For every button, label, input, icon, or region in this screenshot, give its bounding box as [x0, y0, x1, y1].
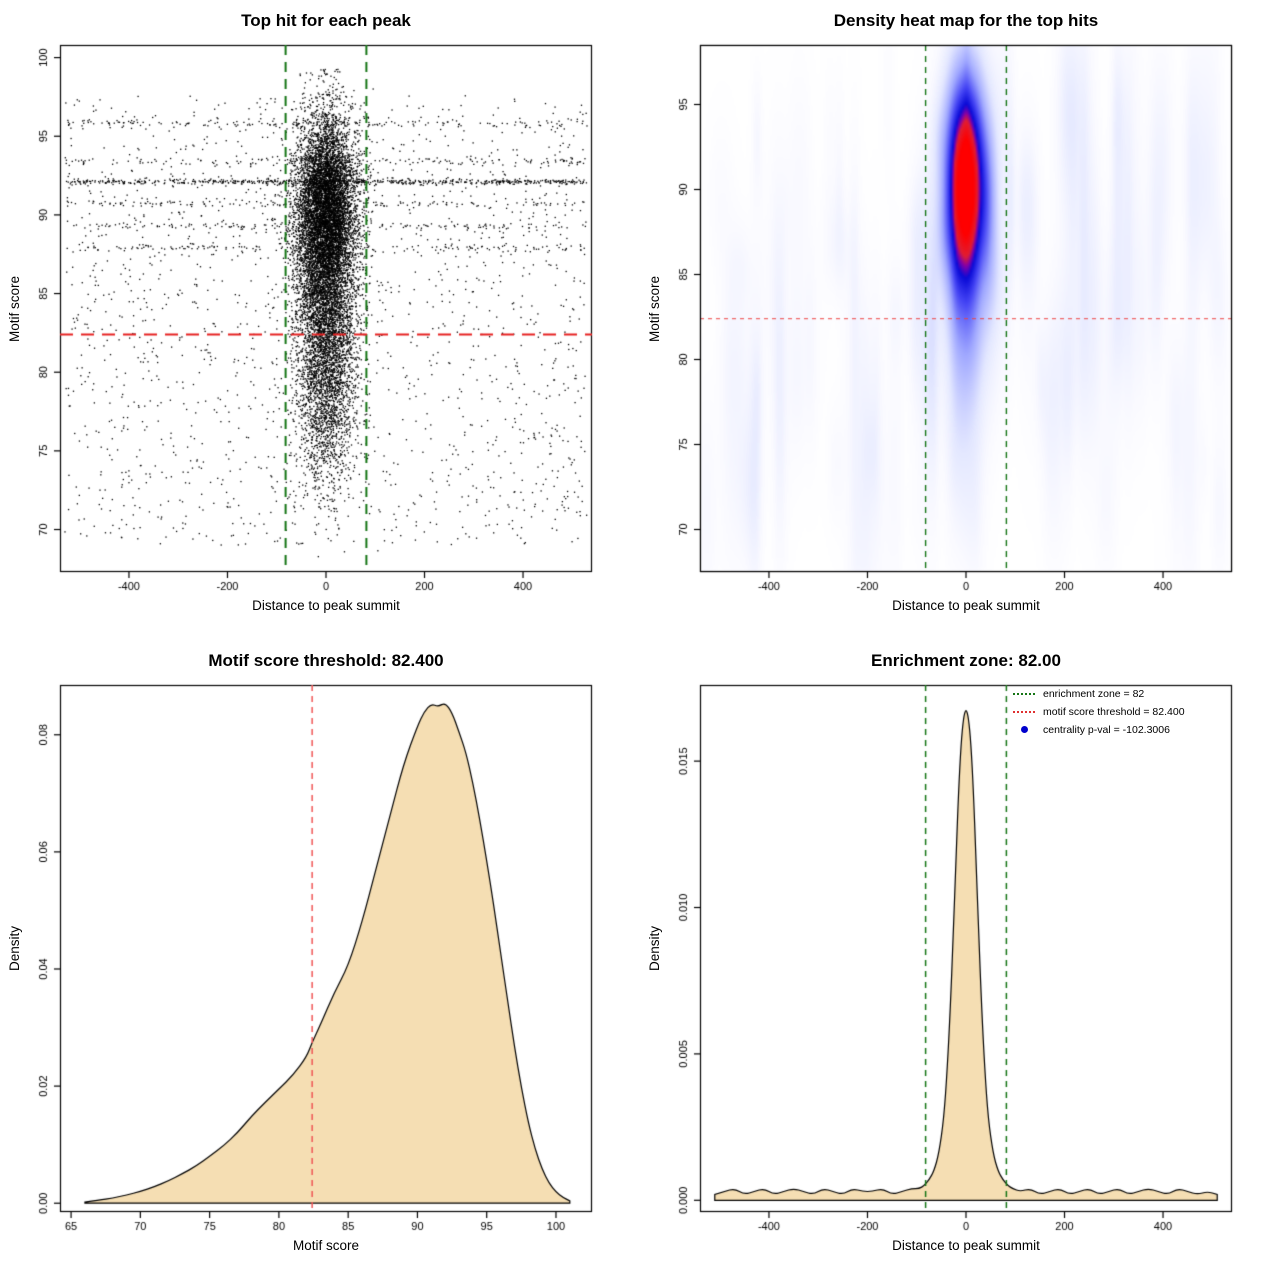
- legend-item-enrichment-zone: enrichment zone = 82: [1013, 687, 1185, 700]
- scatter-plot-canvas: [0, 0, 640, 640]
- centrality-pval-point-swatch: [1021, 726, 1028, 733]
- panel-motif-score-density: Motif score threshold: 82.400 Motif scor…: [0, 640, 640, 1280]
- chart-title: Top hit for each peak: [241, 11, 411, 30]
- distance-density-canvas: [640, 640, 1280, 1280]
- x-axis-label: Distance to peak summit: [892, 1238, 1040, 1253]
- legend-label: motif score threshold = 82.400: [1043, 705, 1185, 718]
- x-axis-label: Distance to peak summit: [892, 598, 1040, 613]
- score-threshold-line-swatch: [1013, 710, 1035, 713]
- chart-title: Enrichment zone: 82.00: [871, 651, 1061, 670]
- y-axis-label: Motif score: [647, 275, 662, 342]
- enrichment-zone-line-swatch: [1013, 692, 1035, 695]
- x-axis-label: Distance to peak summit: [252, 598, 400, 613]
- heatmap-canvas: [640, 0, 1280, 640]
- legend-item-score-threshold: motif score threshold = 82.400: [1013, 705, 1185, 718]
- y-axis-label: Density: [647, 926, 662, 972]
- legend-label: enrichment zone = 82: [1043, 687, 1145, 700]
- chart-title: Density heat map for the top hits: [833, 11, 1099, 30]
- legend-item-centrality-pval: centrality p-val = -102.3006: [1013, 723, 1185, 736]
- y-axis-label: Motif score: [7, 275, 22, 342]
- legend: enrichment zone = 82 motif score thresho…: [1013, 687, 1185, 736]
- chart-title: Motif score threshold: 82.400: [208, 651, 444, 670]
- y-axis-label: Density: [7, 926, 22, 972]
- panel-top-hit-scatter: Top hit for each peak Distance to peak s…: [0, 0, 640, 640]
- score-density-canvas: [0, 640, 640, 1280]
- panel-density-heatmap: Density heat map for the top hits Distan…: [640, 0, 1280, 640]
- legend-label: centrality p-val = -102.3006: [1043, 723, 1170, 736]
- panel-distance-density: Enrichment zone: 82.00 Distance to peak …: [640, 640, 1280, 1280]
- x-axis-label: Motif score: [292, 1238, 360, 1253]
